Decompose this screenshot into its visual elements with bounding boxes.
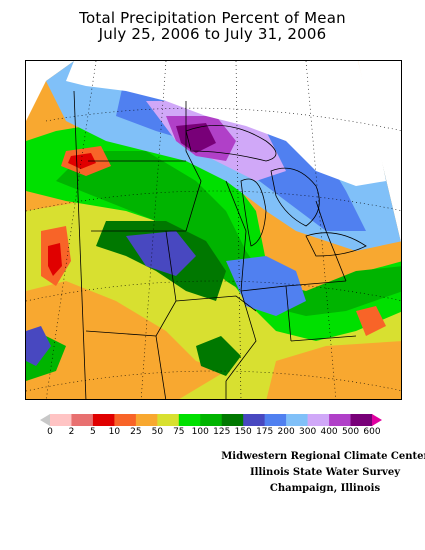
map-date-range: July 25, 2006 to July 31, 2006 <box>98 25 327 43</box>
great-lakes <box>185 125 367 257</box>
legend-cell-2-5 <box>71 414 94 426</box>
legend-below-min-arrow <box>40 414 50 426</box>
legend-tick-label: 125 <box>213 427 231 437</box>
legend-tick-label: 2 <box>68 427 75 437</box>
legend-tick-label: 400 <box>320 427 338 437</box>
legend-tick-label: 175 <box>256 427 274 437</box>
legend-tick-label: 150 <box>234 427 252 437</box>
legend-cell-175-200 <box>264 414 287 426</box>
map-title: Total Precipitation Percent of Mean <box>79 9 346 27</box>
legend-cell-75-100 <box>178 414 201 426</box>
legend-cell-400-500 <box>329 414 351 426</box>
legend-cell-5-10 <box>92 414 115 426</box>
precipitation-map <box>25 60 402 400</box>
credit-line-3: Champaign, Illinois <box>269 483 381 494</box>
legend-tick-label: 200 <box>277 427 295 437</box>
legend-tick-label: 75 <box>173 427 185 437</box>
legend-cell-10-25 <box>114 414 137 426</box>
legend-above-max-arrow <box>372 414 382 426</box>
legend-cells <box>50 414 373 426</box>
legend-tick-label: 500 <box>341 427 360 437</box>
legend-cell-500-600 <box>350 414 373 426</box>
legend-tick-label: 25 <box>130 427 142 437</box>
credit-line-1: Midwestern Regional Climate Center <box>221 451 425 462</box>
legend-cell-0-2 <box>50 414 72 426</box>
legend-tick-label: 50 <box>151 427 164 437</box>
legend-tick-label: 5 <box>90 427 96 437</box>
legend-tick-label: 0 <box>47 427 53 437</box>
legend-tick-label: 600 <box>363 427 381 437</box>
legend-cell-150-175 <box>243 414 265 426</box>
legend-tick-labels: 0 2 5 10 25 50 75 100 125 150 175 200 300 400 500 600 <box>0 427 425 439</box>
state-borders <box>73 90 357 399</box>
credit-line-2: Illinois State Water Survey <box>249 467 401 478</box>
legend-tick-label: 100 <box>191 427 209 437</box>
map-canvas <box>26 61 401 399</box>
legend-cell-25-50 <box>135 414 158 426</box>
legend-cell-200-300 <box>286 414 308 426</box>
graticule <box>26 61 401 399</box>
color-legend <box>40 414 382 426</box>
canada-no-data <box>66 61 386 186</box>
legend-cell-125-150 <box>221 414 244 426</box>
legend-tick-label: 300 <box>299 427 317 437</box>
legend-tick-label: 10 <box>108 427 121 437</box>
legend-cell-50-75 <box>157 414 180 426</box>
legend-cell-100-125 <box>200 414 223 426</box>
legend-cell-300-400 <box>307 414 330 426</box>
precip-field <box>26 61 401 399</box>
